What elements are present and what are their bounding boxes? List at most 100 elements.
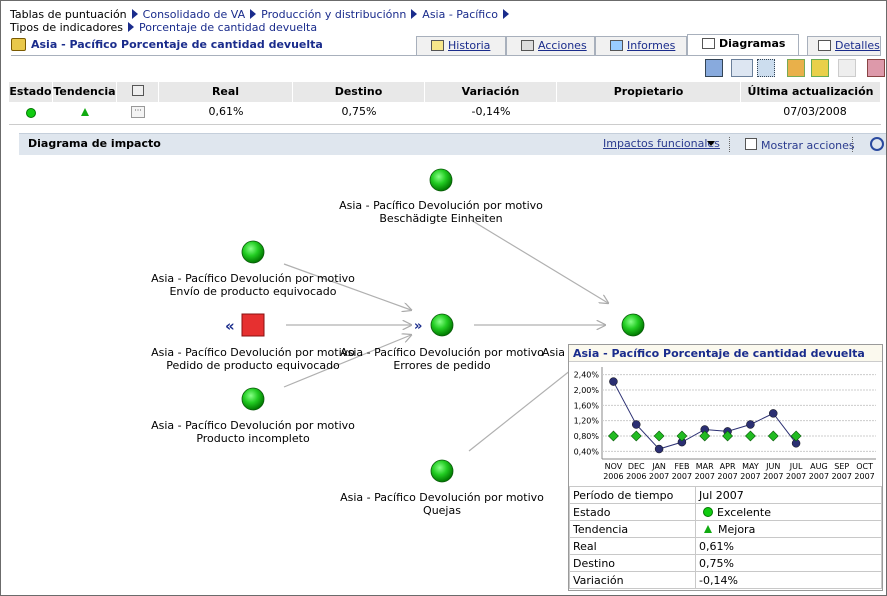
x-tick-label: SEP 2007 <box>831 462 852 481</box>
column-header: Real <box>159 82 293 102</box>
point <box>653 430 665 442</box>
functional-impacts-menu[interactable]: Impactos funcionales <box>603 137 720 150</box>
column-header: Variación <box>425 82 557 102</box>
detail-text: Mejora <box>718 522 756 536</box>
dropdown-arrow[interactable] <box>707 141 715 146</box>
detail-label: Estado <box>569 503 696 521</box>
toolbar-button[interactable] <box>787 59 805 77</box>
node-label: Asia - Pacífico Devolución por motivo <box>151 346 355 359</box>
point <box>767 430 779 442</box>
x-tick-label: NOV 2006 <box>603 462 624 481</box>
toolbar-button[interactable] <box>757 59 775 77</box>
separator <box>131 9 138 19</box>
last-update: 07/03/2008 <box>783 105 847 118</box>
checkbox-label[interactable]: Mostrar acciones <box>761 139 855 152</box>
node-label: Envío de producto equivocado <box>169 285 336 298</box>
point <box>654 444 664 454</box>
y-tick-label: 2,00% <box>574 386 600 395</box>
node-status[interactable] <box>241 313 265 337</box>
detail-row: Período de tiempo Jul 2007 <box>569 486 882 504</box>
node-label: Asia - Pacífico Devolución por motivo <box>151 419 355 432</box>
crumb[interactable]: Tablas de puntuación <box>10 8 127 21</box>
point <box>607 430 619 442</box>
expand-marker[interactable]: » <box>414 319 422 334</box>
node-status[interactable] <box>241 387 265 411</box>
detail-row: Variación -0,14% <box>569 571 882 589</box>
toolbar-button[interactable] <box>811 59 829 77</box>
toolbar-button[interactable] <box>731 59 753 77</box>
point <box>676 430 688 442</box>
node-label: Asia - <box>542 346 573 359</box>
node-status[interactable] <box>621 313 645 337</box>
node-label: Asia - Pacífico Devolución por motivo <box>151 272 355 285</box>
breadcrumb: Tipos de indicadores Porcentaje de cantid… <box>10 21 317 34</box>
separator <box>503 9 510 19</box>
tab-active[interactable]: Diagramas <box>687 34 799 55</box>
tab-icon <box>521 40 534 51</box>
node-label: Asia - Pacífico Devolución por motivo <box>339 199 543 212</box>
tab-icon <box>610 40 623 51</box>
tab-rule <box>11 55 881 56</box>
y-tick-label: 2,40% <box>574 371 600 380</box>
tab[interactable]: Informes <box>595 36 687 55</box>
crumb[interactable]: Consolidado de VA <box>142 8 246 21</box>
note-icon <box>131 85 144 96</box>
node-status[interactable] <box>241 240 265 264</box>
node-label: Pedido de producto equivocado <box>166 359 340 372</box>
point <box>632 420 641 429</box>
point <box>746 420 755 429</box>
collapse-marker[interactable]: « <box>225 317 235 335</box>
tab-label: Acciones <box>538 39 587 52</box>
tab-label: Historia <box>448 39 491 52</box>
tab-label: Detalles <box>835 39 880 52</box>
toolbar-button[interactable] <box>705 59 723 77</box>
crumb[interactable]: Porcentaje de cantidad devuelta <box>138 21 318 34</box>
detail-text: -0,14% <box>699 573 738 587</box>
separator <box>729 137 730 152</box>
node-status[interactable] <box>430 459 454 483</box>
page-title: Asia - Pacífico Porcentaje de cantidad d… <box>31 38 323 51</box>
more-button[interactable]: ··· <box>131 106 145 118</box>
tab-label: Informes <box>627 39 676 52</box>
point <box>769 409 778 418</box>
separator <box>250 9 257 19</box>
node-label: Errores de pedido <box>393 359 491 372</box>
detail-value: 0,61% <box>695 537 882 555</box>
tab-icon <box>431 40 444 51</box>
refresh-button[interactable] <box>870 137 884 151</box>
breadcrumb: Tablas de puntuación Consolidado de VA Pro… <box>10 8 514 21</box>
node-label: Asia - Pacífico Devolución por motivo <box>340 491 544 504</box>
detail-value: Excelente <box>695 503 882 521</box>
kpi-icon <box>11 38 26 51</box>
column-header: Tendencia <box>53 82 117 102</box>
x-tick-label: MAR 2007 <box>694 462 715 481</box>
node-status[interactable] <box>429 168 453 192</box>
tab[interactable]: Acciones <box>506 36 595 55</box>
x-tick-label: DEC 2006 <box>626 462 647 481</box>
toolbar-button[interactable] <box>838 59 856 77</box>
trend-icon <box>81 108 89 116</box>
toolbar-button[interactable] <box>867 59 885 77</box>
detail-text: 0,61% <box>699 539 734 553</box>
checkbox[interactable] <box>745 138 757 150</box>
tab[interactable]: Detalles <box>807 36 881 55</box>
detail-label: Tendencia <box>569 520 696 538</box>
crumb[interactable]: Asia - Pacífico <box>422 8 499 21</box>
detail-label: Real <box>569 537 696 555</box>
crumb[interactable]: Producción y distribuciónn <box>261 8 407 21</box>
column-header: Propietario <box>557 82 741 102</box>
y-tick-label: 0,40% <box>574 447 600 456</box>
column-header: Estado <box>9 82 53 102</box>
x-tick-label: APR 2007 <box>717 462 738 481</box>
node-status[interactable] <box>430 313 454 337</box>
y-tick-label: 0,80% <box>574 432 600 441</box>
detail-label: Período de tiempo <box>569 486 696 504</box>
tab[interactable]: Historia <box>416 36 506 55</box>
impact-arrow <box>283 335 411 388</box>
x-tick-label: FEB 2007 <box>671 462 693 481</box>
point <box>609 377 618 386</box>
crumb[interactable]: Tipos de indicadores <box>10 21 123 34</box>
x-tick-label: JUL 2007 <box>785 462 807 481</box>
column-header: Destino <box>293 82 425 102</box>
